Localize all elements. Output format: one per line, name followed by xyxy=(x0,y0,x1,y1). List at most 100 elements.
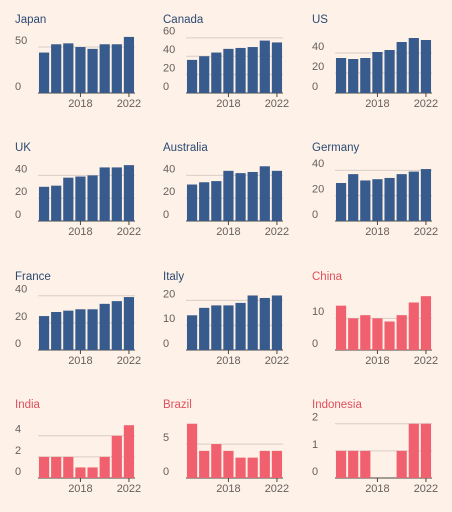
panel-title: France xyxy=(15,271,51,283)
bar xyxy=(335,305,347,350)
y-tick-label: 50 xyxy=(15,35,27,47)
bar xyxy=(247,171,258,221)
bar xyxy=(396,315,407,350)
y-tick-label: 20 xyxy=(15,311,27,323)
y-tick-label: 0 xyxy=(312,209,318,221)
y-tick-label: 0 xyxy=(163,466,169,478)
bar xyxy=(247,457,258,478)
bar xyxy=(360,450,371,478)
y-tick-label: 20 xyxy=(15,186,27,198)
y-tick-label: 2 xyxy=(312,412,318,424)
panel-title: US xyxy=(312,14,328,26)
bar xyxy=(87,309,98,350)
bar xyxy=(99,303,110,350)
bar xyxy=(199,450,210,478)
panel-title: Japan xyxy=(15,14,46,26)
bar xyxy=(223,450,234,478)
bar xyxy=(360,180,371,221)
bar xyxy=(259,166,270,221)
bar xyxy=(384,321,395,350)
bar xyxy=(199,182,210,221)
bar xyxy=(75,467,86,478)
y-tick-label: 40 xyxy=(163,44,175,56)
x-tick-label: 2018 xyxy=(216,98,240,110)
x-tick-label: 2022 xyxy=(265,355,289,367)
y-tick-label: 40 xyxy=(312,41,324,53)
bar xyxy=(75,176,86,221)
bar xyxy=(199,56,210,93)
bar xyxy=(348,318,359,350)
x-tick-label: 2022 xyxy=(117,226,141,238)
x-tick-label: 2022 xyxy=(265,98,289,110)
bar xyxy=(408,302,419,350)
bar xyxy=(384,177,395,221)
bar xyxy=(63,43,74,93)
bar xyxy=(396,450,407,478)
bar xyxy=(38,316,50,350)
x-tick-label: 2018 xyxy=(365,226,389,238)
bar xyxy=(111,167,122,221)
bar xyxy=(420,169,432,221)
bar xyxy=(271,295,283,350)
bar xyxy=(111,44,122,93)
y-tick-label: 40 xyxy=(312,158,324,170)
bar xyxy=(360,58,371,93)
y-tick-label: 0 xyxy=(15,81,21,93)
x-tick-label: 2022 xyxy=(414,483,438,495)
bar xyxy=(372,52,383,93)
x-tick-label: 2022 xyxy=(117,483,141,495)
x-tick-label: 2022 xyxy=(414,226,438,238)
bar xyxy=(259,297,270,350)
y-tick-label: 0 xyxy=(312,466,318,478)
y-tick-label: 2 xyxy=(15,445,21,457)
bar xyxy=(186,315,198,350)
x-tick-label: 2022 xyxy=(265,226,289,238)
y-tick-label: 1 xyxy=(312,439,318,451)
bar xyxy=(99,44,110,93)
bar xyxy=(186,423,198,478)
y-tick-label: 0 xyxy=(15,466,21,478)
bar xyxy=(211,305,222,350)
bar xyxy=(259,40,270,93)
bar xyxy=(87,48,98,93)
bar xyxy=(51,44,62,93)
bar xyxy=(123,297,135,350)
y-tick-label: 0 xyxy=(163,209,169,221)
bar xyxy=(123,36,135,93)
bar xyxy=(211,181,222,221)
bar xyxy=(87,175,98,221)
y-tick-label: 20 xyxy=(163,63,175,75)
y-tick-label: 20 xyxy=(163,288,175,300)
bar xyxy=(348,450,359,478)
bar xyxy=(199,307,210,350)
y-tick-label: 20 xyxy=(312,61,324,73)
bar xyxy=(111,301,122,350)
bar xyxy=(348,174,359,221)
y-tick-label: 4 xyxy=(15,424,21,436)
bar xyxy=(63,310,74,350)
bar xyxy=(123,425,135,478)
bar xyxy=(211,444,222,478)
bar xyxy=(38,456,50,478)
y-tick-label: 0 xyxy=(312,338,318,350)
bar xyxy=(63,177,74,221)
bar xyxy=(51,185,62,221)
bar xyxy=(396,42,407,93)
x-tick-label: 2022 xyxy=(414,355,438,367)
y-tick-label: 40 xyxy=(15,284,27,296)
bar xyxy=(99,167,110,221)
panel-title: Indonesia xyxy=(312,399,362,411)
bar xyxy=(335,450,347,478)
bar xyxy=(235,47,246,93)
y-tick-label: 0 xyxy=(15,209,21,221)
bar xyxy=(372,179,383,221)
bar xyxy=(271,450,283,478)
y-tick-label: 0 xyxy=(15,338,21,350)
panel-title: UK xyxy=(15,142,31,154)
bar xyxy=(51,312,62,350)
bar xyxy=(408,38,419,93)
panel-title: India xyxy=(15,399,41,411)
panel-title: Italy xyxy=(163,271,184,283)
y-tick-label: 0 xyxy=(312,81,318,93)
bar xyxy=(360,315,371,350)
